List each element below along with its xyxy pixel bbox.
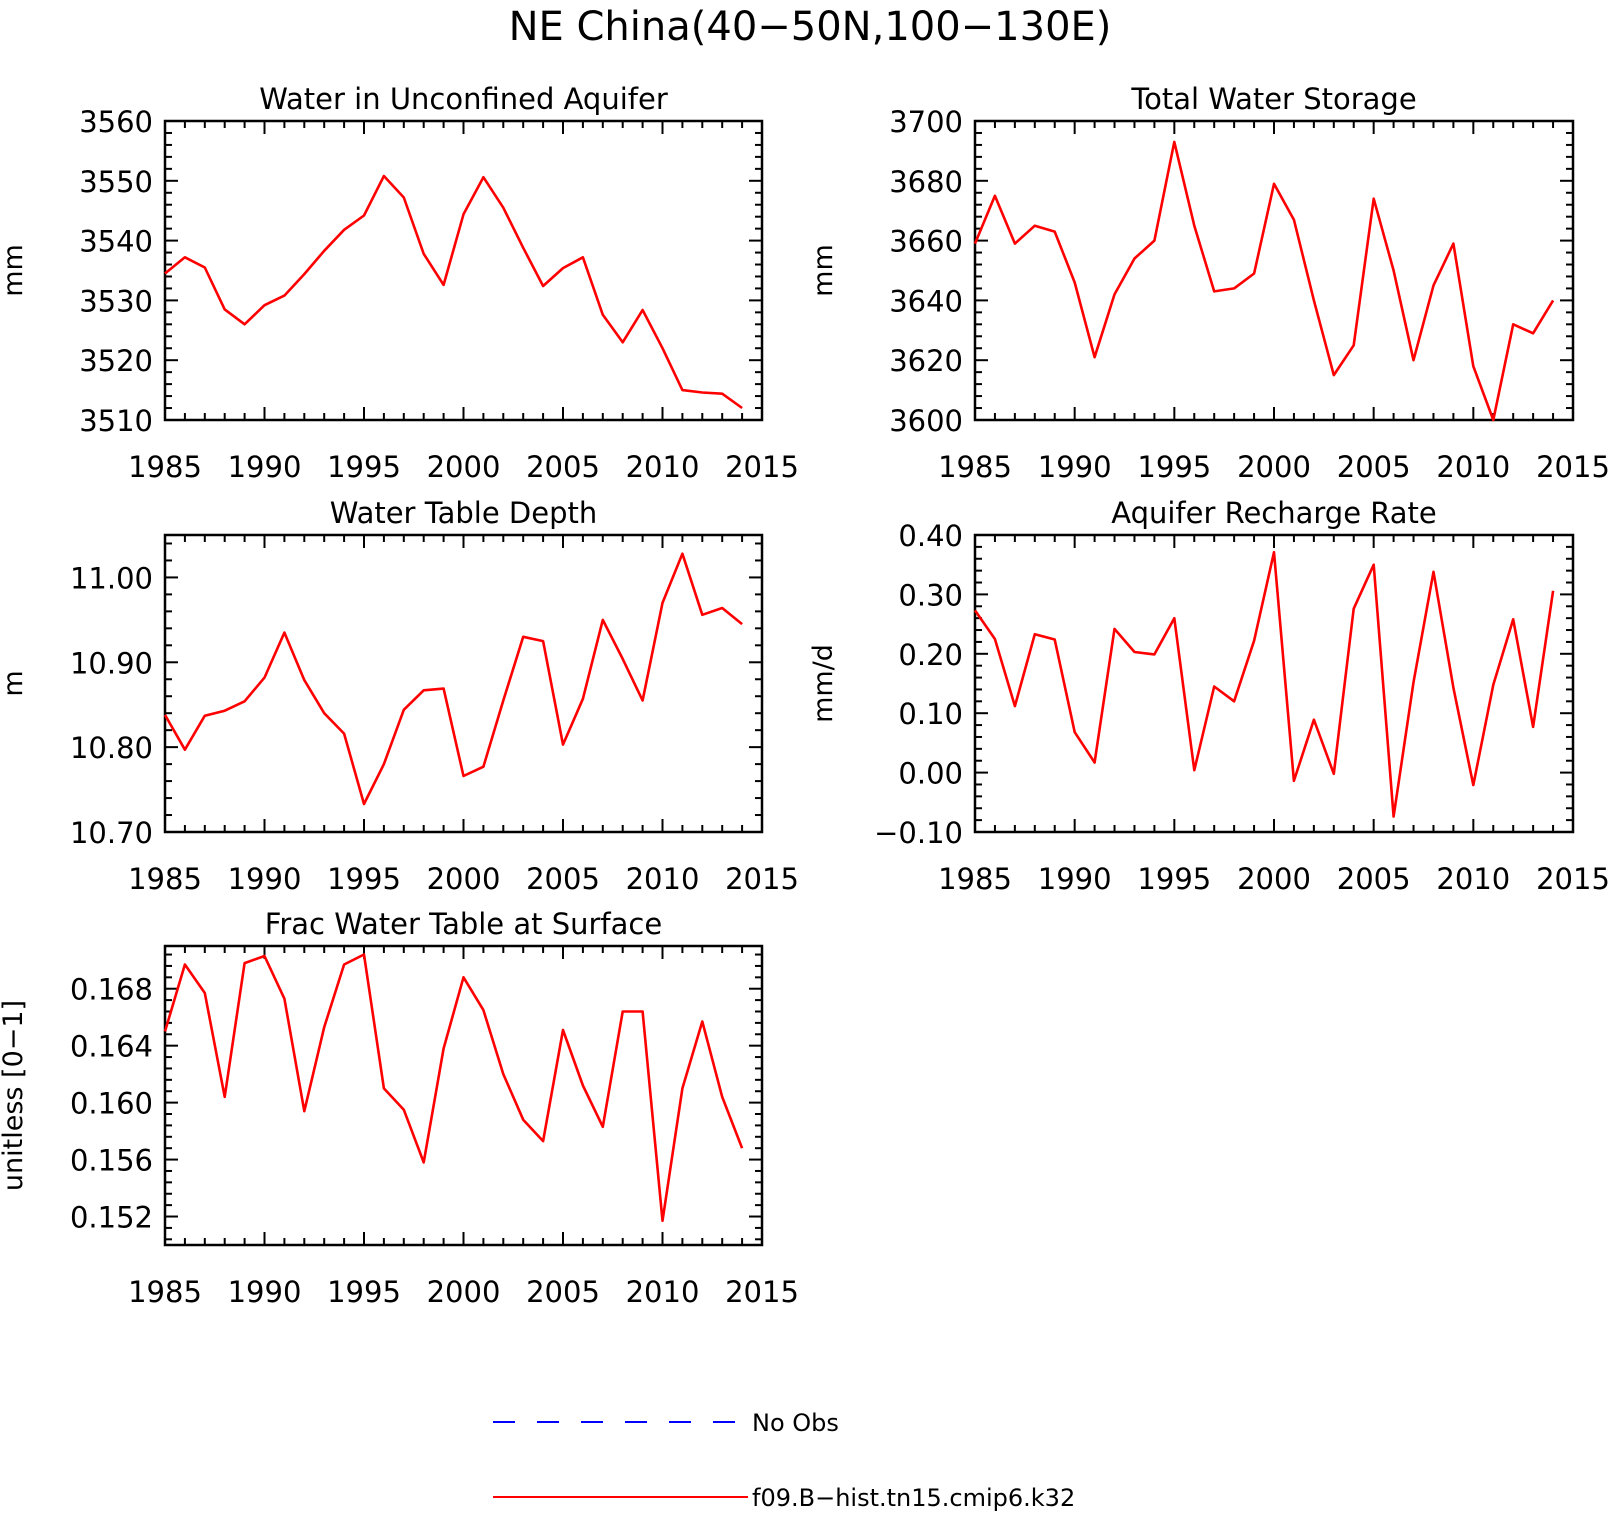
x-tick-label: 2005 (526, 1275, 600, 1309)
x-tick-label: 2005 (1337, 862, 1411, 896)
y-tick-label: 0.20 (898, 638, 963, 672)
panel-title: Water Table Depth (330, 496, 598, 530)
series-line (164, 174, 743, 410)
panel-4: Aquifer Recharge Rate 1985 1990 1995 2000 200… (808, 496, 1610, 896)
x-tick-label: 2010 (626, 1275, 700, 1309)
series-line (973, 550, 1555, 818)
x-tick-label: 2000 (427, 862, 501, 896)
series-line (163, 552, 743, 806)
x-tick-label: 1995 (327, 450, 401, 484)
y-axis-label: mm/d (808, 644, 839, 723)
y-tick-label: 0.160 (70, 1087, 153, 1121)
y-tick-label: 3540 (79, 225, 153, 259)
y-tick-label: 10.70 (70, 816, 153, 850)
x-tick-label: 1995 (1137, 450, 1211, 484)
x-tick-label: 2010 (626, 450, 700, 484)
x-tick-label: 1990 (228, 862, 302, 896)
panel-title: Frac Water Table at Surface (265, 907, 662, 941)
x-tick-label: 1985 (128, 862, 202, 896)
plot-frame (163, 119, 764, 422)
y-tick-label: 10.90 (70, 646, 153, 680)
y-tick-label: 3600 (889, 404, 963, 438)
x-tick-label: 1990 (1038, 450, 1112, 484)
y-axis-label: unitless [0−1] (0, 1000, 29, 1191)
series-line (973, 140, 1555, 422)
y-tick-label: 0.168 (70, 973, 153, 1007)
x-tick-label: 2010 (1436, 450, 1510, 484)
y-tick-label: 3550 (79, 165, 153, 199)
figure-title: NE China(40−50N,100−130E) (509, 4, 1112, 50)
legend: No Obs f09.B−hist.tn15.cmip6.k32 (493, 1409, 1075, 1512)
y-tick-label: 0.10 (898, 697, 963, 731)
x-tick-label: 2010 (626, 862, 700, 896)
y-tick-label: 0.164 (70, 1030, 153, 1064)
plot-frame (973, 119, 1575, 422)
y-tick-label: 3560 (79, 105, 153, 139)
y-tick-label: 0.30 (898, 578, 963, 612)
panel-5: Frac Water Table at Surface 1985 1990 1995 2… (0, 907, 799, 1309)
x-tick-label: 2015 (725, 862, 799, 896)
x-tick-label: 2015 (725, 1275, 799, 1309)
x-tick-label: 1990 (228, 1275, 302, 1309)
y-tick-label: 3530 (79, 284, 153, 318)
x-tick-label: 2005 (526, 450, 600, 484)
y-tick-label: 3660 (889, 225, 963, 259)
x-tick-label: 2000 (427, 450, 501, 484)
x-tick-label: 1995 (327, 862, 401, 896)
x-tick-label: 2005 (1337, 450, 1411, 484)
y-axis-label: m (0, 670, 29, 696)
x-tick-label: 1985 (938, 862, 1012, 896)
y-tick-label: 0.00 (898, 757, 963, 791)
x-tick-label: 1985 (128, 450, 202, 484)
panel-title: Total Water Storage (1130, 82, 1416, 116)
x-tick-label: 1990 (1038, 862, 1112, 896)
legend-label: f09.B−hist.tn15.cmip6.k32 (752, 1484, 1075, 1512)
y-tick-label: 3700 (889, 105, 963, 139)
panel-1: Water in Unconfined Aquifer 1985 1990 1995 2… (0, 82, 799, 484)
x-tick-label: 2000 (1237, 450, 1311, 484)
y-tick-label: 3640 (889, 284, 963, 318)
panel-title: Aquifer Recharge Rate (1111, 496, 1437, 530)
legend-label: No Obs (752, 1409, 839, 1437)
y-tick-label: −0.10 (874, 816, 963, 850)
y-axis-label: mm (808, 244, 839, 297)
y-axis-label: mm (0, 244, 29, 297)
x-tick-label: 1990 (228, 450, 302, 484)
panel-title: Water in Unconfined Aquifer (259, 82, 668, 116)
x-tick-label: 2015 (1536, 862, 1610, 896)
panels: Water in Unconfined Aquifer 1985 1990 1995 2… (0, 82, 1610, 1309)
series-line (163, 953, 744, 1223)
x-tick-label: 2000 (427, 1275, 501, 1309)
x-tick-label: 1995 (327, 1275, 401, 1309)
y-tick-label: 3510 (79, 404, 153, 438)
x-tick-label: 2015 (1536, 450, 1610, 484)
panel-2: Total Water Storage 1985 1990 1995 2000 2005 2… (808, 82, 1610, 484)
plot-frame (163, 944, 764, 1247)
x-tick-label: 1995 (1137, 862, 1211, 896)
y-tick-label: 3620 (889, 344, 963, 378)
x-tick-label: 2005 (526, 862, 600, 896)
y-tick-label: 0.40 (898, 519, 963, 553)
x-tick-label: 2010 (1436, 862, 1510, 896)
y-tick-label: 10.80 (70, 731, 153, 765)
x-tick-label: 1985 (938, 450, 1012, 484)
x-tick-label: 2000 (1237, 862, 1311, 896)
x-tick-label: 2015 (725, 450, 799, 484)
y-tick-label: 3520 (79, 344, 153, 378)
y-tick-label: 3680 (889, 165, 963, 199)
y-tick-label: 11.00 (70, 561, 153, 595)
panel-3: Water Table Depth 1985 1990 1995 2000 2005 201… (0, 496, 799, 896)
y-tick-label: 0.152 (70, 1201, 153, 1235)
y-tick-label: 0.156 (70, 1144, 153, 1178)
x-tick-label: 1985 (128, 1275, 202, 1309)
